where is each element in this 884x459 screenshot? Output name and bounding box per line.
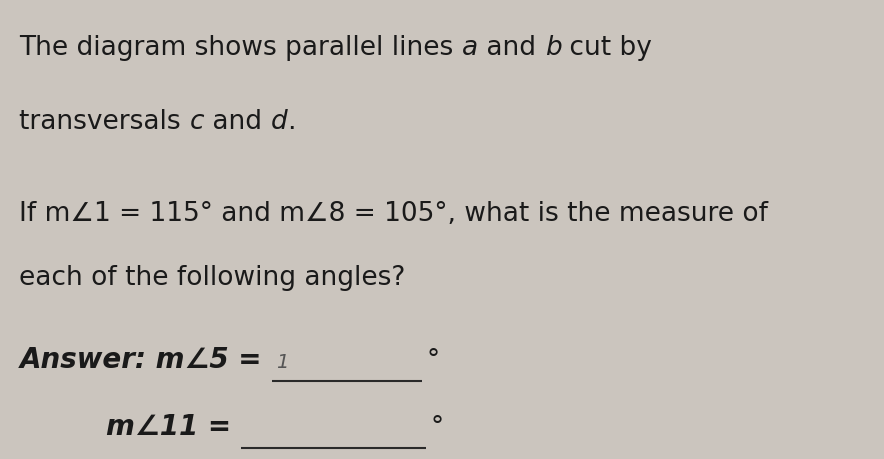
Text: Answer:: Answer:: [19, 345, 147, 373]
Text: c: c: [189, 109, 204, 134]
Text: and: and: [478, 35, 545, 61]
Text: The diagram shows parallel lines: The diagram shows parallel lines: [19, 35, 462, 61]
Text: If m∠1 = 115° and m∠8 = 105°, what is the measure of: If m∠1 = 115° and m∠8 = 105°, what is th…: [19, 201, 768, 226]
Text: each of the following angles?: each of the following angles?: [19, 265, 406, 291]
Text: °: °: [431, 414, 444, 440]
Text: a: a: [462, 35, 478, 61]
Text: °: °: [426, 347, 439, 373]
Text: cut by: cut by: [561, 35, 652, 61]
Text: m∠11 =: m∠11 =: [106, 412, 240, 440]
Text: m∠5 =: m∠5 =: [147, 345, 271, 373]
Text: transversals: transversals: [19, 109, 189, 134]
Text: b: b: [545, 35, 561, 61]
Text: 1: 1: [276, 352, 288, 371]
Text: and: and: [204, 109, 271, 134]
Text: .: .: [287, 109, 295, 134]
Text: d: d: [271, 109, 287, 134]
